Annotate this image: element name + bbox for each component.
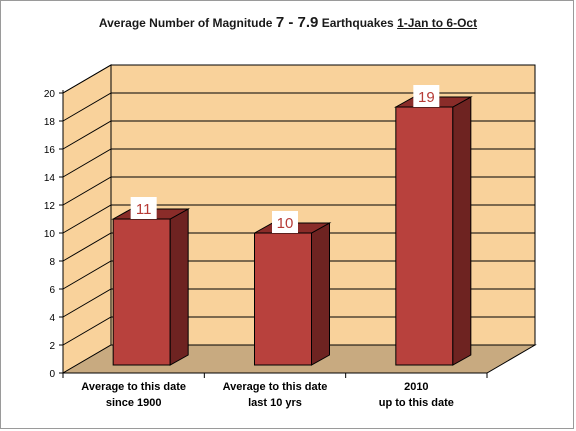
- y-tick-label: 4: [49, 313, 55, 324]
- data-label: 11: [136, 201, 152, 218]
- data-label-background: [272, 211, 298, 233]
- gridline: [62, 204, 535, 234]
- gridline: [62, 232, 535, 262]
- x-category-label: 2010: [404, 381, 428, 393]
- y-tick-label: 10: [44, 229, 56, 240]
- data-label: 19: [418, 89, 435, 106]
- x-category-label: last 10 yrs: [248, 397, 302, 409]
- y-tick-label: 20: [44, 89, 56, 100]
- gridline: [62, 92, 535, 122]
- x-category-label: Average to this date: [223, 381, 328, 393]
- bar-side-face: [169, 208, 189, 366]
- y-tick-label: 6: [49, 285, 55, 296]
- gridline: [62, 260, 535, 290]
- x-category-label: since 1900: [106, 397, 162, 409]
- y-tick-label: 8: [49, 257, 55, 268]
- y-tick-label: 14: [44, 173, 56, 184]
- y-tick-label: 0: [49, 369, 55, 380]
- bar-side-face: [452, 96, 472, 366]
- gridline: [62, 176, 535, 206]
- gridline: [62, 64, 535, 94]
- y-tick-label: 2: [49, 341, 55, 352]
- bar-front-face: [254, 232, 312, 366]
- bar-side-face: [311, 222, 330, 366]
- x-category-label: up to this date: [379, 397, 454, 409]
- data-label-background: [413, 85, 440, 107]
- chart-title: Average Number of Magnitude 7 - 7.9 Eart…: [0, 14, 576, 31]
- chart-title-period: 1-Jan to 6-Oct: [397, 16, 478, 30]
- y-tick-label: 18: [44, 117, 56, 128]
- gridline: [62, 148, 535, 178]
- y-tick-label: 16: [44, 145, 56, 156]
- chart-title-part1: Average Number of Magnitude: [98, 16, 276, 30]
- x-category-label: Average to this date: [81, 381, 186, 393]
- bar-front-face: [112, 218, 171, 366]
- bar-front-face: [395, 106, 454, 366]
- chart-title-part2: Earthquakes: [318, 16, 398, 30]
- data-label-background: [130, 197, 157, 219]
- y-tick-label: 12: [44, 201, 56, 212]
- gridline: [62, 316, 535, 346]
- data-label: 10: [277, 215, 294, 232]
- chart-title-magnitude: 7 - 7.9: [275, 14, 319, 31]
- gridline: [62, 288, 535, 318]
- gridline: [62, 120, 535, 150]
